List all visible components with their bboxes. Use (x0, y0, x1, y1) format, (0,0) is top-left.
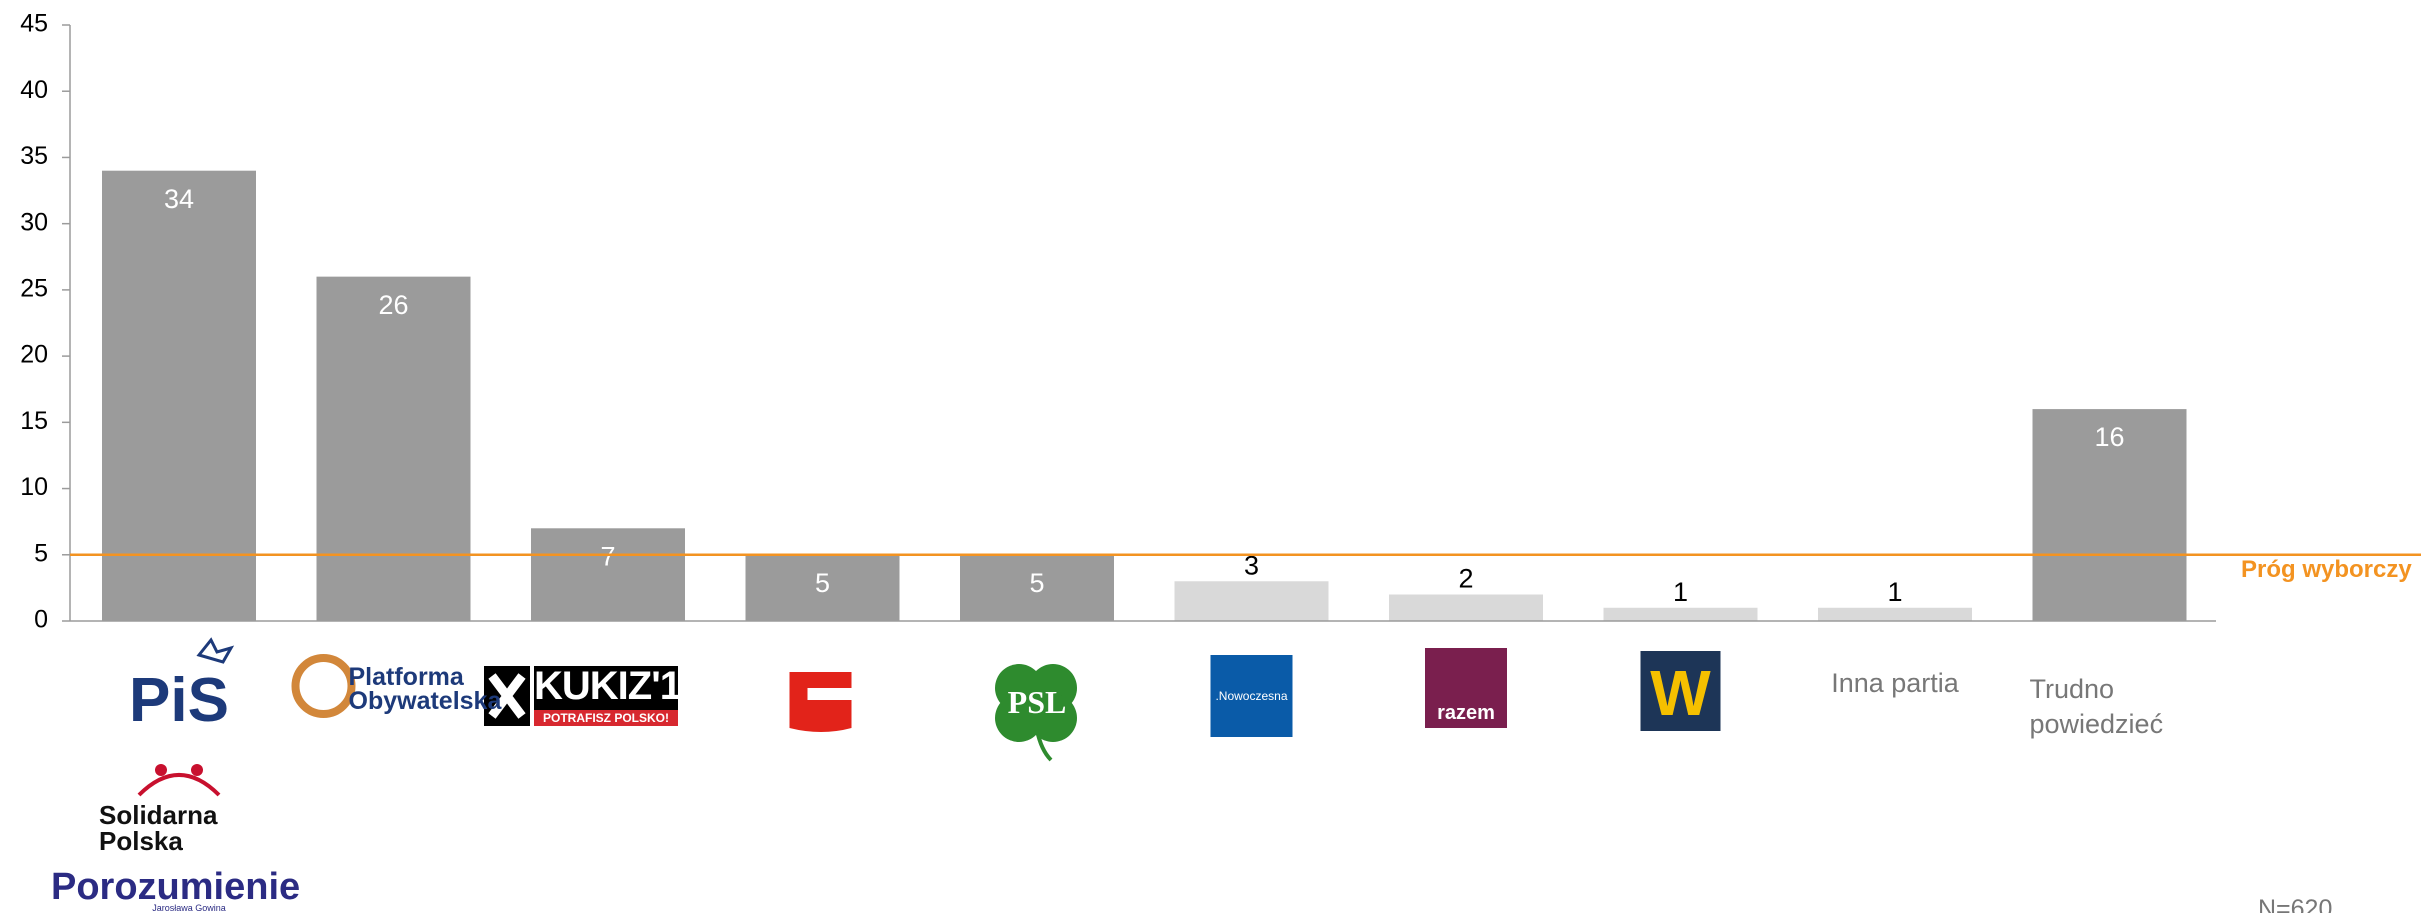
category-label: Trudno powiedzieć (2029, 674, 2164, 740)
partner-label: Porozumienie (51, 866, 301, 908)
category-logo: PSL (1007, 684, 1067, 720)
data-label: 3 (1244, 550, 1259, 580)
y-tick-label: 20 (20, 341, 48, 369)
data-label: 1 (1673, 577, 1688, 607)
bar (1818, 607, 1972, 621)
y-tick-label: 10 (20, 473, 48, 501)
data-label: 26 (378, 290, 408, 320)
bar (1174, 581, 1329, 621)
bar (2032, 409, 2187, 621)
logo-shape (534, 710, 678, 726)
logo-shape (196, 637, 235, 664)
data-label: 7 (600, 541, 615, 571)
bar (316, 276, 471, 621)
logo-shape (1029, 694, 1077, 742)
threshold-label: Próg wyborczy (2241, 556, 2412, 583)
data-label: 5 (1029, 568, 1044, 598)
bar (1389, 594, 1543, 621)
bar (960, 554, 1114, 621)
category-logo: .Nowoczesna (1215, 689, 1288, 703)
y-tick-label: 5 (34, 539, 48, 567)
y-tick-label: 25 (20, 274, 48, 302)
sample-note: N=620 (2258, 895, 2333, 913)
category-logo: KUKIZ'15 (534, 664, 703, 708)
logo-shape (137, 773, 221, 797)
partner-label: Jarosława Gowina (152, 903, 226, 913)
bar (745, 554, 900, 621)
logo-shape (1425, 648, 1507, 728)
logo-shape (488, 673, 526, 719)
logo-shape (995, 694, 1043, 742)
logo-slogan: POTRAFISZ POLSKO! (543, 711, 669, 725)
y-tick-label: 0 (34, 606, 48, 634)
category-logo: Platforma Obywatelska (348, 663, 502, 715)
y-tick-label: 15 (20, 407, 48, 435)
y-tick-label: 45 (20, 10, 48, 38)
logo-shape (789, 672, 852, 732)
data-label: 2 (1458, 564, 1473, 594)
data-label: 1 (1887, 577, 1902, 607)
data-label: 16 (2094, 422, 2124, 452)
category-logo: razem (1437, 702, 1495, 724)
y-tick-label: 40 (20, 76, 48, 104)
partner-label: Solidarna Polska (99, 800, 218, 856)
category-label: Inna partia (1831, 668, 1959, 698)
bar (1603, 607, 1758, 621)
logo-shape (1035, 729, 1053, 762)
data-label: 34 (164, 184, 194, 214)
bar (102, 170, 256, 621)
category-logo: PiS (129, 666, 229, 735)
logo-shape (1210, 655, 1293, 737)
logo-shape (191, 764, 203, 776)
logo-shape (1640, 651, 1721, 731)
y-tick-label: 30 (20, 208, 48, 236)
logo-shape (155, 764, 167, 776)
category-logo: W (1650, 657, 1711, 729)
logo-shape (291, 654, 356, 718)
y-tick-label: 35 (20, 142, 48, 170)
data-label: 5 (815, 568, 830, 598)
bar (531, 528, 685, 621)
